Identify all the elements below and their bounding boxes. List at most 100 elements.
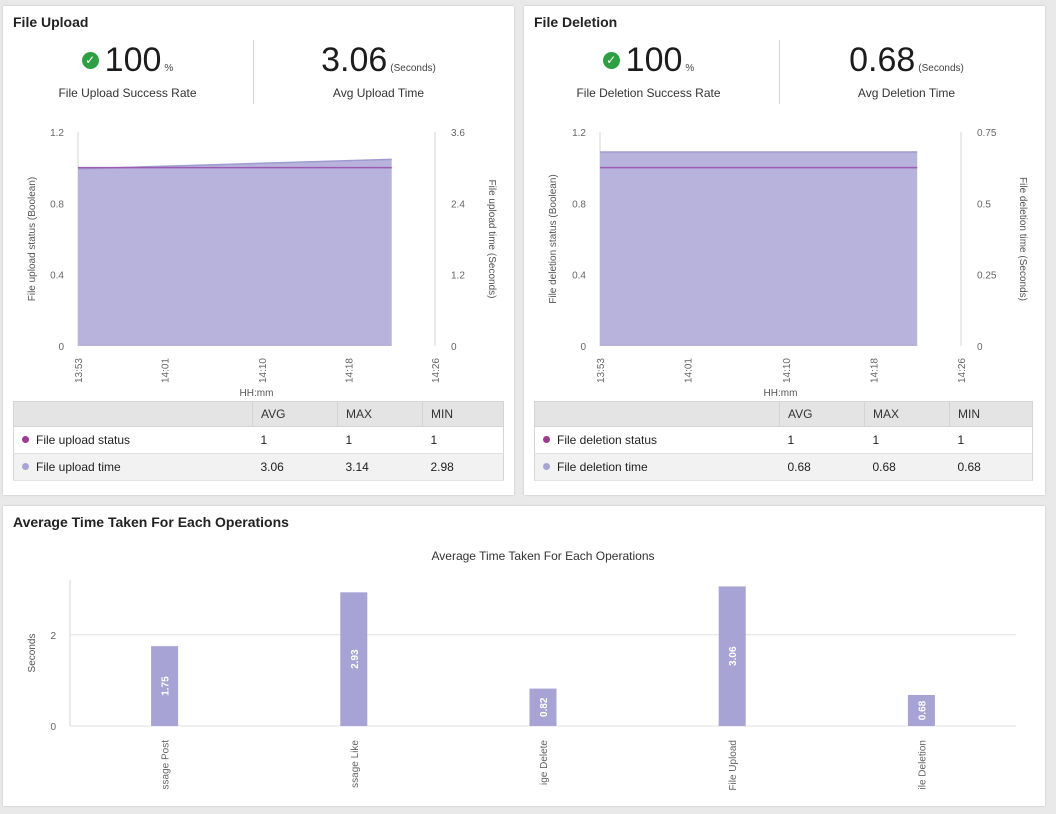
kpi-label: File Upload Success Rate bbox=[58, 86, 197, 100]
avg-upload-time-kpi: 3.06 (Seconds) Avg Upload Time bbox=[256, 40, 501, 104]
series-name: File upload time bbox=[36, 460, 121, 474]
check-circle-icon: ✓ bbox=[81, 51, 99, 69]
y2-tick-label: 3.6 bbox=[451, 128, 465, 139]
y-tick-label: 0 bbox=[580, 342, 586, 353]
table-header: AVG bbox=[252, 401, 338, 427]
kpi-divider bbox=[779, 40, 780, 104]
kpi-value: 100 bbox=[625, 41, 683, 79]
table-header bbox=[13, 401, 253, 427]
y-axis-title: File upload status (Boolean) bbox=[27, 177, 38, 302]
file-upload-panel: File Upload ✓ 100 % File Upload Success … bbox=[3, 6, 514, 495]
y2-tick-label: 1.2 bbox=[451, 271, 465, 282]
y2-tick-label: 0.75 bbox=[977, 128, 997, 139]
bar bbox=[340, 592, 368, 726]
deletion-stats-table: AVG MAX MIN File deletion status 1 1 1 F… bbox=[534, 401, 1033, 481]
kpi-value: 100 bbox=[104, 41, 162, 79]
table-header: MAX bbox=[864, 401, 950, 427]
kpi-unit: % bbox=[685, 63, 695, 74]
avg-cell: 3.06 bbox=[252, 453, 338, 481]
table-header bbox=[534, 401, 780, 427]
max-cell: 1 bbox=[337, 426, 423, 454]
table-row: File upload status 1 1 1 bbox=[13, 426, 504, 454]
upload-success-rate-kpi: ✓ 100 % File Upload Success Rate bbox=[5, 40, 250, 104]
x-tick-label: 14:18 bbox=[344, 358, 355, 383]
x-tick-label: 13:53 bbox=[74, 358, 85, 383]
y-tick-label: 1.2 bbox=[572, 128, 586, 139]
table-header: AVG bbox=[779, 401, 865, 427]
x-tick-label: 13:53 bbox=[596, 358, 607, 383]
kpi-divider bbox=[253, 40, 254, 104]
avg-deletion-time-kpi: 0.68 (Seconds) Avg Deletion Time bbox=[784, 40, 1029, 104]
series-dot bbox=[543, 463, 550, 471]
x-tick-label: 14:01 bbox=[684, 358, 695, 383]
avg-cell: 1 bbox=[779, 426, 865, 454]
avg-cell: 1 bbox=[252, 426, 338, 454]
operations-bar-chart: Average Time Taken For Each Operations 2 0… bbox=[27, 549, 1016, 791]
table-row: File deletion time 0.68 0.68 0.68 bbox=[534, 453, 1033, 481]
series-name: File deletion time bbox=[557, 460, 648, 474]
kpi-value: 3.06 bbox=[321, 41, 388, 79]
table-header: MIN bbox=[422, 401, 504, 427]
x-tick-label: 14:10 bbox=[782, 358, 793, 383]
bar bbox=[151, 646, 179, 726]
y-tick-label: 1.2 bbox=[50, 128, 64, 139]
max-cell: 1 bbox=[864, 426, 950, 454]
series-dot bbox=[543, 436, 550, 444]
max-cell: 3.14 bbox=[337, 453, 423, 481]
series-name: File upload status bbox=[36, 433, 131, 447]
bar-value-label: 0.82 bbox=[539, 697, 550, 717]
kpi-unit: (Seconds) bbox=[918, 63, 964, 74]
upload-time-chart: 1.2 0.8 0.4 0 3.6 2.4 1.2 0 13:53 14:01 14:10 14:18… bbox=[27, 128, 497, 399]
deletion-success-rate-kpi: ✓ 100 % File Deletion Success Rate bbox=[526, 40, 771, 104]
bar-value-label: 1.75 bbox=[161, 676, 172, 696]
kpi-label: File Deletion Success Rate bbox=[576, 86, 721, 100]
file-deletion-panel: File Deletion ✓ 100 % File Deletion Succ… bbox=[524, 6, 1045, 495]
y-axis-title: File deletion status (Boolean) bbox=[548, 174, 559, 304]
y-tick-label: 0 bbox=[58, 342, 64, 353]
table-row: File upload time 3.06 3.14 2.98 bbox=[13, 453, 504, 481]
table-header: MIN bbox=[949, 401, 1033, 427]
deletion-time-chart: 1.2 0.8 0.4 0 0.75 0.5 0.25 0 13:53 14:01 14:10 14:… bbox=[548, 128, 1028, 399]
x-axis-title: HH:mm bbox=[240, 388, 274, 399]
kpi-label: Avg Upload Time bbox=[332, 86, 425, 100]
bar-value-label: 2.93 bbox=[350, 649, 361, 669]
kpi-value: 0.68 bbox=[849, 41, 916, 79]
series-dot bbox=[22, 463, 29, 471]
min-cell: 0.68 bbox=[949, 453, 1033, 481]
table-row: File deletion status 1 1 1 bbox=[534, 426, 1033, 454]
x-tick-label: 14:10 bbox=[258, 358, 269, 383]
y2-tick-label: 0 bbox=[977, 342, 983, 353]
bar bbox=[529, 688, 557, 726]
x-axis-title: HH:mm bbox=[764, 388, 798, 399]
category-label: ile Deletion bbox=[917, 740, 928, 789]
bar bbox=[718, 586, 746, 726]
bar bbox=[907, 694, 935, 726]
y-tick-label: 0.8 bbox=[572, 199, 586, 210]
kpi-unit: % bbox=[164, 63, 174, 74]
y2-axis-title: File deletion time (Seconds) bbox=[1017, 177, 1028, 301]
bar-value-label: 0.68 bbox=[917, 700, 928, 720]
category-label: ssage Like bbox=[350, 740, 361, 788]
max-cell: 0.68 bbox=[864, 453, 950, 481]
y-axis-title: Seconds bbox=[27, 634, 38, 673]
check-circle-icon: ✓ bbox=[602, 51, 620, 69]
min-cell: 1 bbox=[949, 426, 1033, 454]
y2-tick-label: 0 bbox=[451, 342, 457, 353]
avg-cell: 0.68 bbox=[779, 453, 865, 481]
panel-title: File Upload bbox=[13, 14, 89, 30]
area-series bbox=[600, 151, 918, 346]
x-tick-label: 14:18 bbox=[869, 358, 880, 383]
operations-panel: Average Time Taken For Each Operations A… bbox=[3, 506, 1045, 806]
y-tick-label: 0.8 bbox=[50, 199, 64, 210]
y2-tick-label: 2.4 bbox=[451, 199, 465, 210]
category-label: ssage Post bbox=[161, 740, 172, 790]
chart-title: Average Time Taken For Each Operations bbox=[431, 549, 654, 563]
category-label: File Upload bbox=[728, 740, 739, 791]
upload-stats-table: AVG MAX MIN File upload status 1 1 1 Fil… bbox=[13, 401, 504, 481]
y2-tick-label: 0.5 bbox=[977, 199, 991, 210]
kpi-unit: (Seconds) bbox=[390, 63, 436, 74]
x-tick-label: 14:01 bbox=[161, 358, 172, 383]
area-series bbox=[78, 159, 392, 346]
y-tick-label: 2 bbox=[50, 631, 56, 642]
bar-value-label: 3.06 bbox=[728, 646, 739, 666]
